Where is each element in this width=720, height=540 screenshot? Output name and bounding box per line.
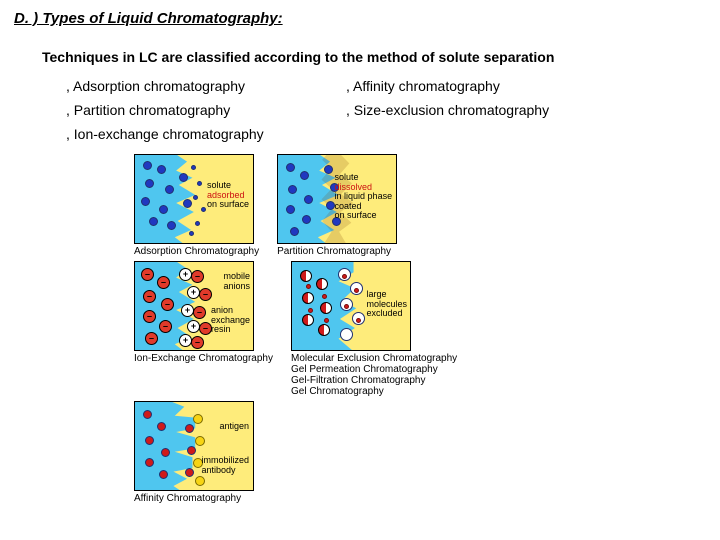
- bullet-partition: , Partition chromatography: [66, 99, 346, 123]
- caption: Molecular Exclusion Chromatography: [291, 353, 457, 364]
- bullet-affinity: , Affinity chromatography: [346, 75, 626, 99]
- bullet-size-exclusion: , Size-exclusion chromatography: [346, 99, 626, 123]
- fig-partition: ↓ ↓ solute dissolved in liquid phase coa…: [277, 154, 397, 261]
- page-title: D. ) Types of Liquid Chromatography:: [14, 10, 706, 27]
- label-text: antigen: [219, 422, 249, 431]
- label-text: excluded: [366, 309, 407, 318]
- caption: Gel Chromatography: [291, 386, 457, 397]
- caption: Adsorption Chromatography: [134, 246, 259, 257]
- caption: Gel-Filtration Chromatography: [291, 375, 457, 386]
- caption: Partition Chromatography: [277, 246, 397, 257]
- figures-grid: ↓ ↓ solute adsorbed on surface Adsorptio…: [134, 154, 706, 508]
- caption: Ion-Exchange Chromatography: [134, 353, 273, 364]
- bullet-list: , Adsorption chromatography , Affinity c…: [66, 75, 706, 146]
- bullet-ion-exchange: , Ion-exchange chromatography: [66, 123, 346, 147]
- bullet-adsorption: , Adsorption chromatography: [66, 75, 346, 99]
- caption: Gel Permeation Chromatography: [291, 364, 457, 375]
- fig-affinity: ↓ ↓ antigen immobilized antibody Affinit…: [134, 401, 254, 508]
- label-text: on surface: [207, 200, 249, 209]
- subtitle: Techniques in LC are classified accordin…: [42, 49, 706, 65]
- label-text: antibody: [201, 466, 249, 475]
- caption: Affinity Chromatography: [134, 493, 254, 504]
- fig-molecular-exclusion: ↓ ↓ large molecules excluded Mol: [291, 261, 457, 401]
- label-text: resin: [211, 325, 250, 334]
- fig-adsorption: ↓ ↓ solute adsorbed on surface Adsorptio…: [134, 154, 259, 261]
- fig-ion-exchange: ↓ ↓ +– +– +– +– +– –– –– –– – mobile ani…: [134, 261, 273, 401]
- label-text: on surface: [335, 211, 393, 220]
- label-text: anions: [223, 282, 250, 291]
